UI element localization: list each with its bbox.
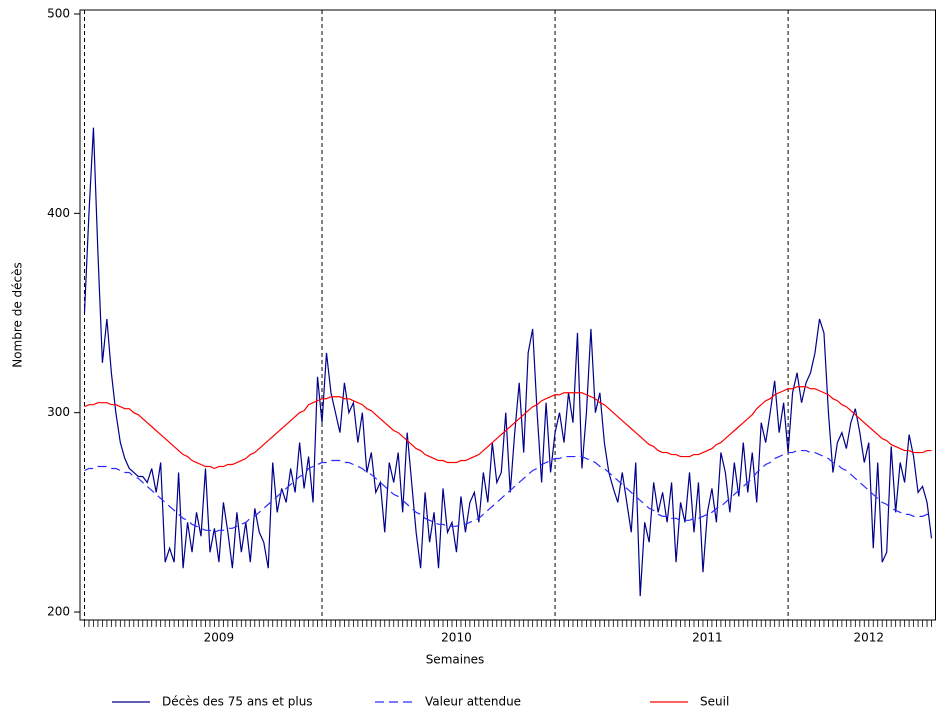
y-axis-title: Nombre de décès [11, 262, 25, 368]
y-tick-label: 500 [47, 6, 70, 20]
series-line [84, 449, 932, 533]
series-line [83, 127, 933, 597]
legend-label: Décès des 75 ans et plus [162, 695, 313, 709]
y-tick-label: 400 [47, 206, 70, 220]
x-axis-title: Semaines [426, 653, 485, 667]
y-tick-label: 300 [47, 405, 70, 419]
y-tick-label: 200 [47, 605, 70, 619]
x-tick-label: 2009 [204, 631, 235, 645]
series-line [84, 386, 932, 470]
x-tick-label: 2012 [854, 631, 885, 645]
legend-label: Seuil [700, 695, 729, 709]
legend-label: Valeur attendue [425, 695, 521, 709]
x-tick-label: 2011 [692, 631, 723, 645]
x-tick-label: 2010 [441, 631, 472, 645]
